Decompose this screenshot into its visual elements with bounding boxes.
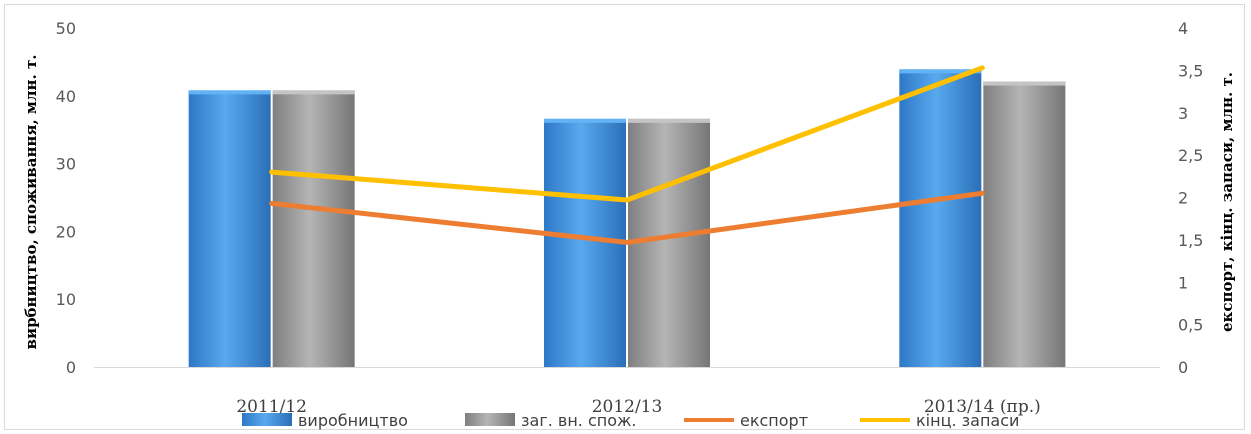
y-tick-left: 10	[56, 290, 76, 309]
y-tick-left: 30	[56, 155, 76, 174]
x-category-label: 2012/13	[592, 397, 663, 417]
y-tick-right: 0	[1178, 358, 1188, 377]
bar-consumption	[272, 90, 355, 367]
y-tick-left: 50	[56, 19, 76, 38]
y-tick-right: 1,5	[1178, 231, 1203, 250]
bar-top-highlight	[628, 118, 710, 123]
y-tick-left: 40	[56, 87, 76, 106]
bar-top-highlight	[899, 69, 982, 74]
bar-top-highlight	[544, 118, 626, 123]
legend-consumption-label: заг. вн. спож.	[521, 411, 637, 430]
legend-ending-stocks-label: кінц. запаси	[916, 411, 1019, 430]
legend: виробництво заг. вн. спож. експорт кінц. за…	[242, 411, 1019, 430]
y-tick-right: 1	[1178, 273, 1188, 292]
line-export	[269, 190, 985, 245]
y-tick-right: 3,5	[1178, 61, 1203, 80]
y-axis-right-title: експорт, кінц. запаси, млн. т.	[1218, 72, 1236, 332]
x-category-label: 2011/12	[236, 397, 307, 417]
x-category-label: 2013/14 (пр.)	[924, 397, 1041, 417]
legend-export-label: експорт	[740, 411, 808, 430]
y-tick-right: 4	[1178, 19, 1188, 38]
bar-production	[188, 90, 271, 367]
y-tick-right: 3	[1178, 104, 1188, 123]
y-axis-left-title: вирбництво, споживання, млн. т.	[22, 55, 40, 350]
legend-production-label: виробництво	[298, 411, 408, 430]
y-tick-right: 2	[1178, 189, 1188, 208]
bar-production	[899, 69, 982, 367]
legend-production-swatch	[242, 413, 292, 426]
y-tick-left: 0	[66, 358, 76, 377]
y-tick-left: 20	[56, 222, 76, 241]
y-tick-right: 0,5	[1178, 316, 1203, 335]
bar-consumption	[983, 81, 1066, 367]
legend-consumption-swatch	[465, 413, 515, 426]
y-tick-right: 2,5	[1178, 146, 1203, 165]
line-ending-stocks	[269, 65, 985, 203]
bar-top-highlight	[983, 81, 1066, 86]
chart-frame	[4, 4, 1245, 430]
bar-top-highlight	[188, 90, 271, 95]
bar-consumption	[628, 118, 710, 368]
bar-top-highlight	[272, 90, 355, 95]
